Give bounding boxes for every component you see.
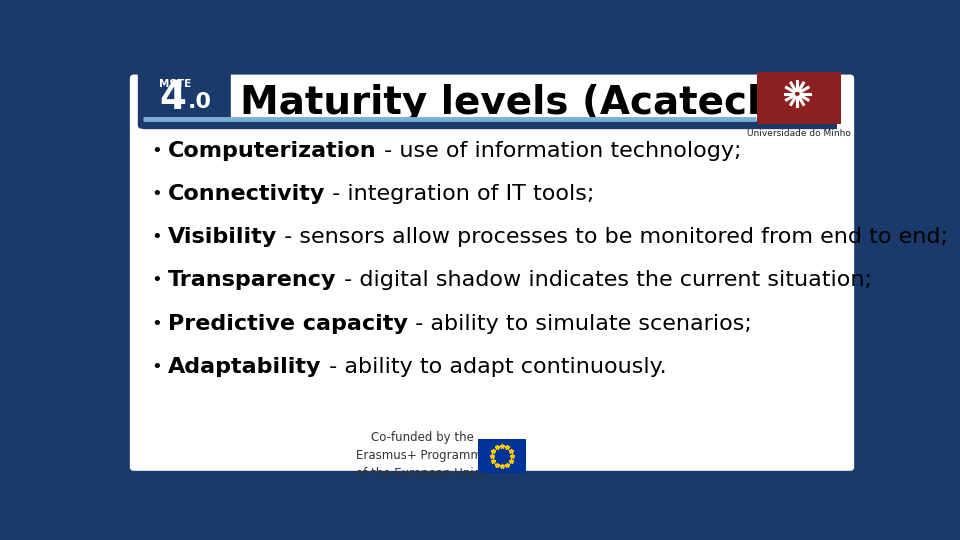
Text: .0: .0 (188, 92, 212, 112)
Text: - use of information technology;: - use of information technology; (376, 141, 741, 161)
Text: Predictive capacity: Predictive capacity (168, 314, 408, 334)
Text: •: • (151, 185, 161, 203)
Text: •: • (151, 142, 161, 160)
Text: - ability to adapt continuously.: - ability to adapt continuously. (322, 356, 666, 376)
Text: •: • (151, 314, 161, 333)
Bar (478, 439, 526, 473)
Text: Universidade do Minho: Universidade do Minho (747, 130, 851, 138)
FancyBboxPatch shape (138, 71, 230, 129)
Text: 4: 4 (159, 79, 186, 117)
Bar (757, 72, 841, 124)
Text: Connectivity: Connectivity (168, 184, 325, 204)
Text: Transparency: Transparency (168, 271, 337, 291)
Text: Co-funded by the
Erasmus+ Programme
of the European Union: Co-funded by the Erasmus+ Programme of t… (356, 431, 489, 481)
Text: •: • (151, 272, 161, 289)
Text: •: • (151, 357, 161, 376)
Text: Computerization: Computerization (168, 141, 376, 161)
Text: •: • (151, 228, 161, 246)
Text: Visibility: Visibility (168, 227, 277, 247)
Text: - integration of IT tools;: - integration of IT tools; (325, 184, 595, 204)
Text: - sensors allow processes to be monitored from end to end;: - sensors allow processes to be monitore… (277, 227, 948, 247)
Text: MSTE: MSTE (158, 79, 191, 89)
Text: - digital shadow indicates the current situation;: - digital shadow indicates the current s… (337, 271, 872, 291)
Text: - ability to simulate scenarios;: - ability to simulate scenarios; (408, 314, 752, 334)
Text: Adaptability: Adaptability (168, 356, 322, 376)
FancyBboxPatch shape (128, 72, 856, 473)
Text: Maturity levels (Acatech): Maturity levels (Acatech) (240, 84, 793, 122)
